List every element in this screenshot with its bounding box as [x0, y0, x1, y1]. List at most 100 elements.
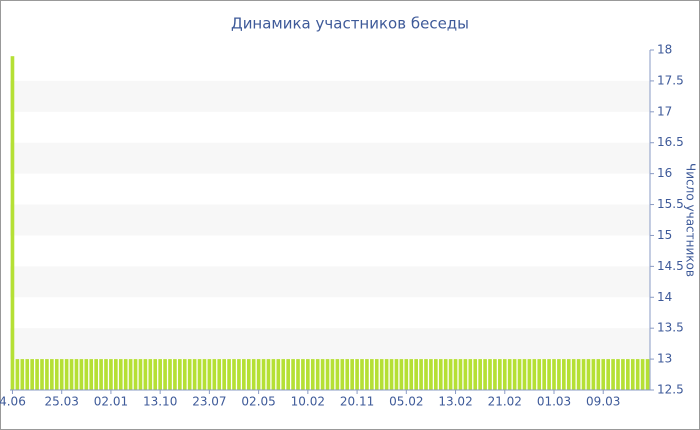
y-tick-label: 17.5 [657, 73, 684, 87]
bar [182, 359, 187, 390]
bar [242, 359, 246, 390]
y-tick-label: 16 [657, 166, 672, 180]
bar [202, 359, 207, 390]
bar [128, 359, 133, 390]
bar [502, 359, 507, 390]
bar [586, 359, 591, 390]
bar [296, 359, 300, 390]
bar [488, 359, 492, 390]
bar [626, 359, 630, 390]
x-tick-label: 02.05 [241, 395, 275, 409]
grid-band [10, 328, 650, 360]
bar [310, 359, 315, 390]
bar [168, 359, 172, 390]
bar [158, 359, 162, 390]
bar [552, 359, 556, 390]
bar [547, 359, 551, 390]
bar [286, 359, 290, 390]
bar [315, 359, 320, 390]
bar [478, 359, 482, 390]
bar [473, 359, 478, 390]
bar [163, 359, 167, 390]
bar [434, 359, 438, 390]
bar [429, 359, 433, 390]
bar [399, 359, 404, 390]
y-tick-label: 14 [657, 290, 672, 304]
y-tick-label: 16.5 [657, 135, 684, 149]
grid-band [10, 142, 650, 174]
bar [468, 359, 473, 390]
bar [498, 359, 502, 390]
bar [50, 359, 54, 390]
bar [197, 359, 202, 390]
x-tick-label: 10.02 [291, 395, 325, 409]
y-tick-label: 18 [657, 43, 672, 57]
bar [542, 359, 546, 390]
bar [571, 359, 576, 390]
bar [143, 359, 148, 390]
bar [522, 359, 527, 390]
bar [30, 359, 34, 390]
bar [281, 359, 286, 390]
bar [217, 359, 222, 390]
bar [360, 359, 364, 390]
bar [212, 359, 217, 390]
bar [512, 359, 517, 390]
bar [251, 359, 256, 390]
bar [601, 359, 606, 390]
bar [59, 359, 64, 390]
bar [306, 359, 310, 390]
bar [335, 359, 340, 390]
x-tick-label: 4.06 [0, 395, 26, 409]
x-tick-label: 21.02 [488, 395, 522, 409]
bar [138, 359, 143, 390]
bar [557, 359, 561, 390]
bar [246, 359, 251, 390]
bar [148, 359, 153, 390]
bar [379, 359, 384, 390]
bar [527, 359, 532, 390]
bar [345, 359, 350, 390]
bar [153, 359, 158, 390]
bar [45, 359, 49, 390]
bar [606, 359, 610, 390]
bar [448, 359, 453, 390]
bar [330, 359, 335, 390]
grid-band [10, 266, 650, 298]
bar [581, 359, 586, 390]
y-axis-label: Число участников [684, 163, 698, 277]
x-tick-label: 25.03 [45, 395, 79, 409]
bar [537, 359, 542, 390]
x-tick-label: 09.03 [586, 395, 620, 409]
bar [320, 359, 325, 390]
grid-band [10, 80, 650, 112]
bar [187, 359, 192, 390]
bar [384, 359, 389, 390]
bar [566, 359, 571, 390]
bar [109, 359, 113, 390]
bar [94, 359, 98, 390]
bar [458, 359, 463, 390]
bar [256, 359, 261, 390]
bar [20, 359, 25, 390]
bar [576, 359, 581, 390]
chart-title: Динамика участников беседы [231, 15, 469, 33]
y-tick-label: 14.5 [657, 259, 684, 273]
x-tick-label: 02.01 [94, 395, 128, 409]
bar [414, 359, 418, 390]
bar [64, 359, 69, 390]
y-tick-label: 13 [657, 352, 672, 366]
bar [350, 359, 354, 390]
bar [340, 359, 345, 390]
bar [325, 359, 330, 390]
bar [635, 359, 640, 390]
y-tick-label: 13.5 [657, 321, 684, 335]
bar [192, 359, 197, 390]
grid-band [10, 204, 650, 236]
bar [69, 359, 74, 390]
bar [621, 359, 625, 390]
bar [409, 359, 414, 390]
bar [276, 359, 281, 390]
bar [453, 359, 458, 390]
